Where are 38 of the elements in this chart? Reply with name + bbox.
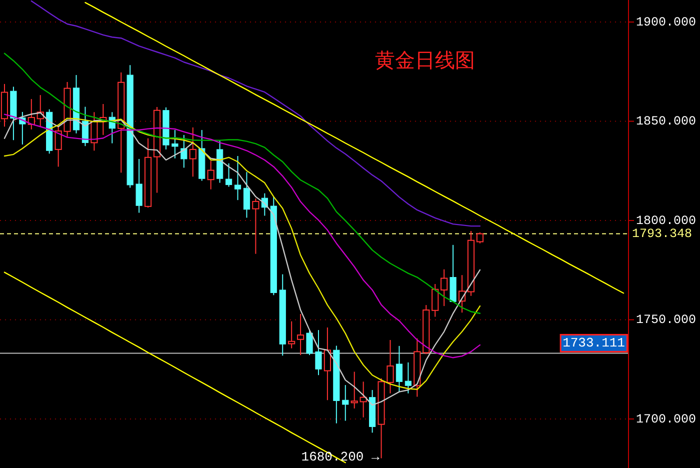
candlestick — [189, 126, 196, 178]
y-tick-label: 1800.000 — [636, 214, 696, 228]
ref-line-label: 1733.111 — [562, 336, 626, 351]
candlestick — [386, 339, 394, 394]
candlestick — [369, 390, 376, 434]
candlestick — [225, 162, 232, 188]
candlestick — [333, 345, 340, 424]
line-series — [84, 2, 624, 294]
candlestick — [350, 371, 358, 409]
candlestick — [315, 330, 322, 376]
candlestick — [279, 274, 286, 356]
ref-line-label: 1793.348 — [632, 227, 692, 242]
candlestick — [414, 338, 421, 398]
line-series — [4, 52, 481, 314]
candlestick — [396, 345, 403, 392]
candlestick — [126, 64, 134, 188]
candlestick — [324, 326, 332, 401]
candlestick — [136, 158, 142, 214]
candlestick — [342, 384, 349, 422]
candlestick — [243, 172, 250, 218]
candlestick — [153, 106, 161, 194]
candlestick — [296, 313, 304, 356]
candlestick — [207, 160, 214, 190]
candlestick — [118, 72, 125, 174]
y-tick-label: 1900.000 — [636, 15, 696, 30]
candlestick — [0, 83, 8, 128]
text: 黄金日线图 — [375, 48, 475, 72]
candlestick — [72, 74, 80, 134]
candlestick — [180, 134, 188, 168]
y-tick-label: 1700.000 — [636, 412, 696, 426]
candlestick — [172, 130, 178, 159]
y-tick-label: 1850.000 — [636, 114, 696, 129]
line-series — [30, 0, 481, 227]
candlestick — [432, 284, 439, 318]
y-tick-label: 1750.000 — [636, 313, 696, 328]
candlestick — [440, 268, 448, 307]
candlestick — [234, 156, 242, 201]
candlestick — [10, 86, 17, 141]
